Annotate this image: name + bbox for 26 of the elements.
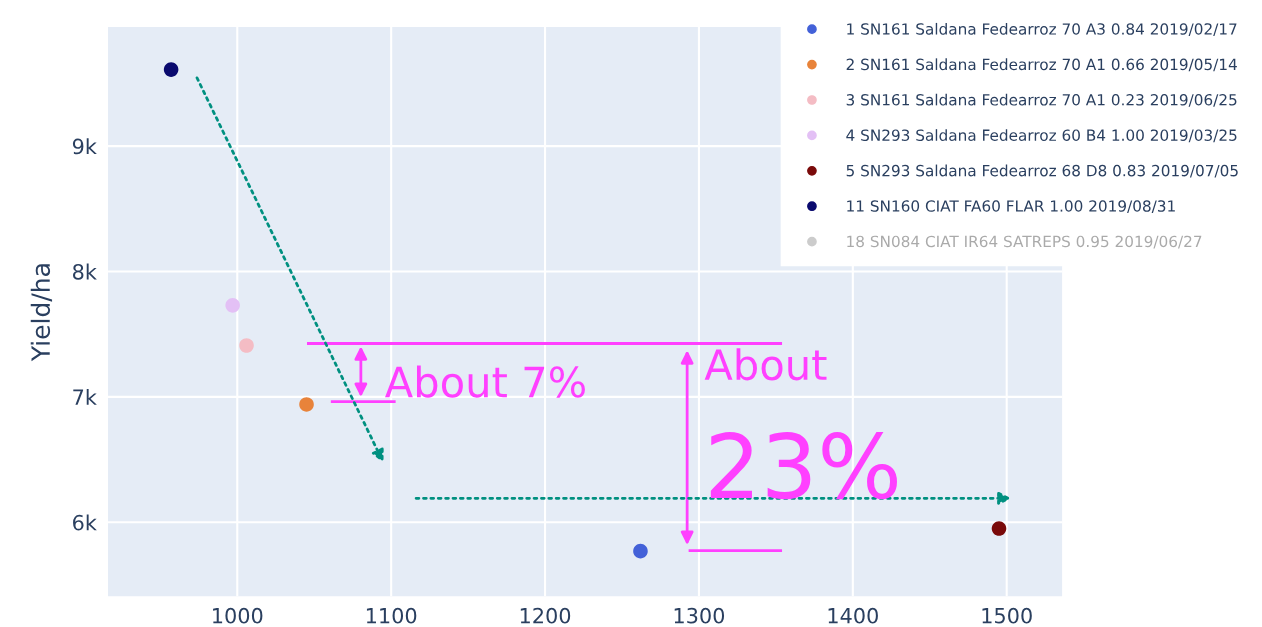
y-tick-label: 7k <box>73 388 97 405</box>
legend-label: 11 SN160 CIAT FA60 FLAR 1.00 2019/08/31 <box>847 200 1175 213</box>
point <box>991 521 1007 536</box>
legend-label: 3 SN161 Saldana Fedearroz 70 A1 0.23 2019/06/25 <box>846 93 1237 107</box>
legend-label: 18 SN084 CIAT IR64 SATREPS 0.95 2019/06/27 <box>847 235 1202 249</box>
legend-label: 5 SN293 Saldana Fedearroz 68 D8 0.83 2019/07/05 <box>846 164 1238 178</box>
point <box>163 62 179 77</box>
annotation: About 7% <box>385 365 585 398</box>
x-tick-label: 1200 <box>520 607 571 624</box>
y-axis-title: Yield/ha <box>30 264 53 362</box>
y-tick-label: 9k <box>72 138 97 155</box>
point <box>225 298 240 313</box>
text: About 23% <box>704 348 897 500</box>
legend-label: 2 SN161 Saldana Fedearroz 70 A1 0.66 2019/05/14 <box>846 58 1237 72</box>
x-tick-label: 1300 <box>674 607 725 624</box>
legend-label: 4 SN293 Saldana Fedearroz 60 B4 1.00 2019/03/25 <box>846 129 1237 143</box>
x-tick-label: 1100 <box>366 607 417 624</box>
point <box>239 338 254 353</box>
x-tick-label: 1400 <box>828 607 878 624</box>
x-tick-label: 1500 <box>982 607 1032 624</box>
x-tick-label: 1000 <box>213 607 263 624</box>
point <box>633 543 648 559</box>
y-tick-label: 8k <box>73 263 97 280</box>
point <box>299 397 314 412</box>
legend-label: 1 SN161 Saldana Fedearroz 70 A3 0.84 2019/02/17 <box>847 22 1237 36</box>
y-tick-label: 6k <box>73 514 97 531</box>
